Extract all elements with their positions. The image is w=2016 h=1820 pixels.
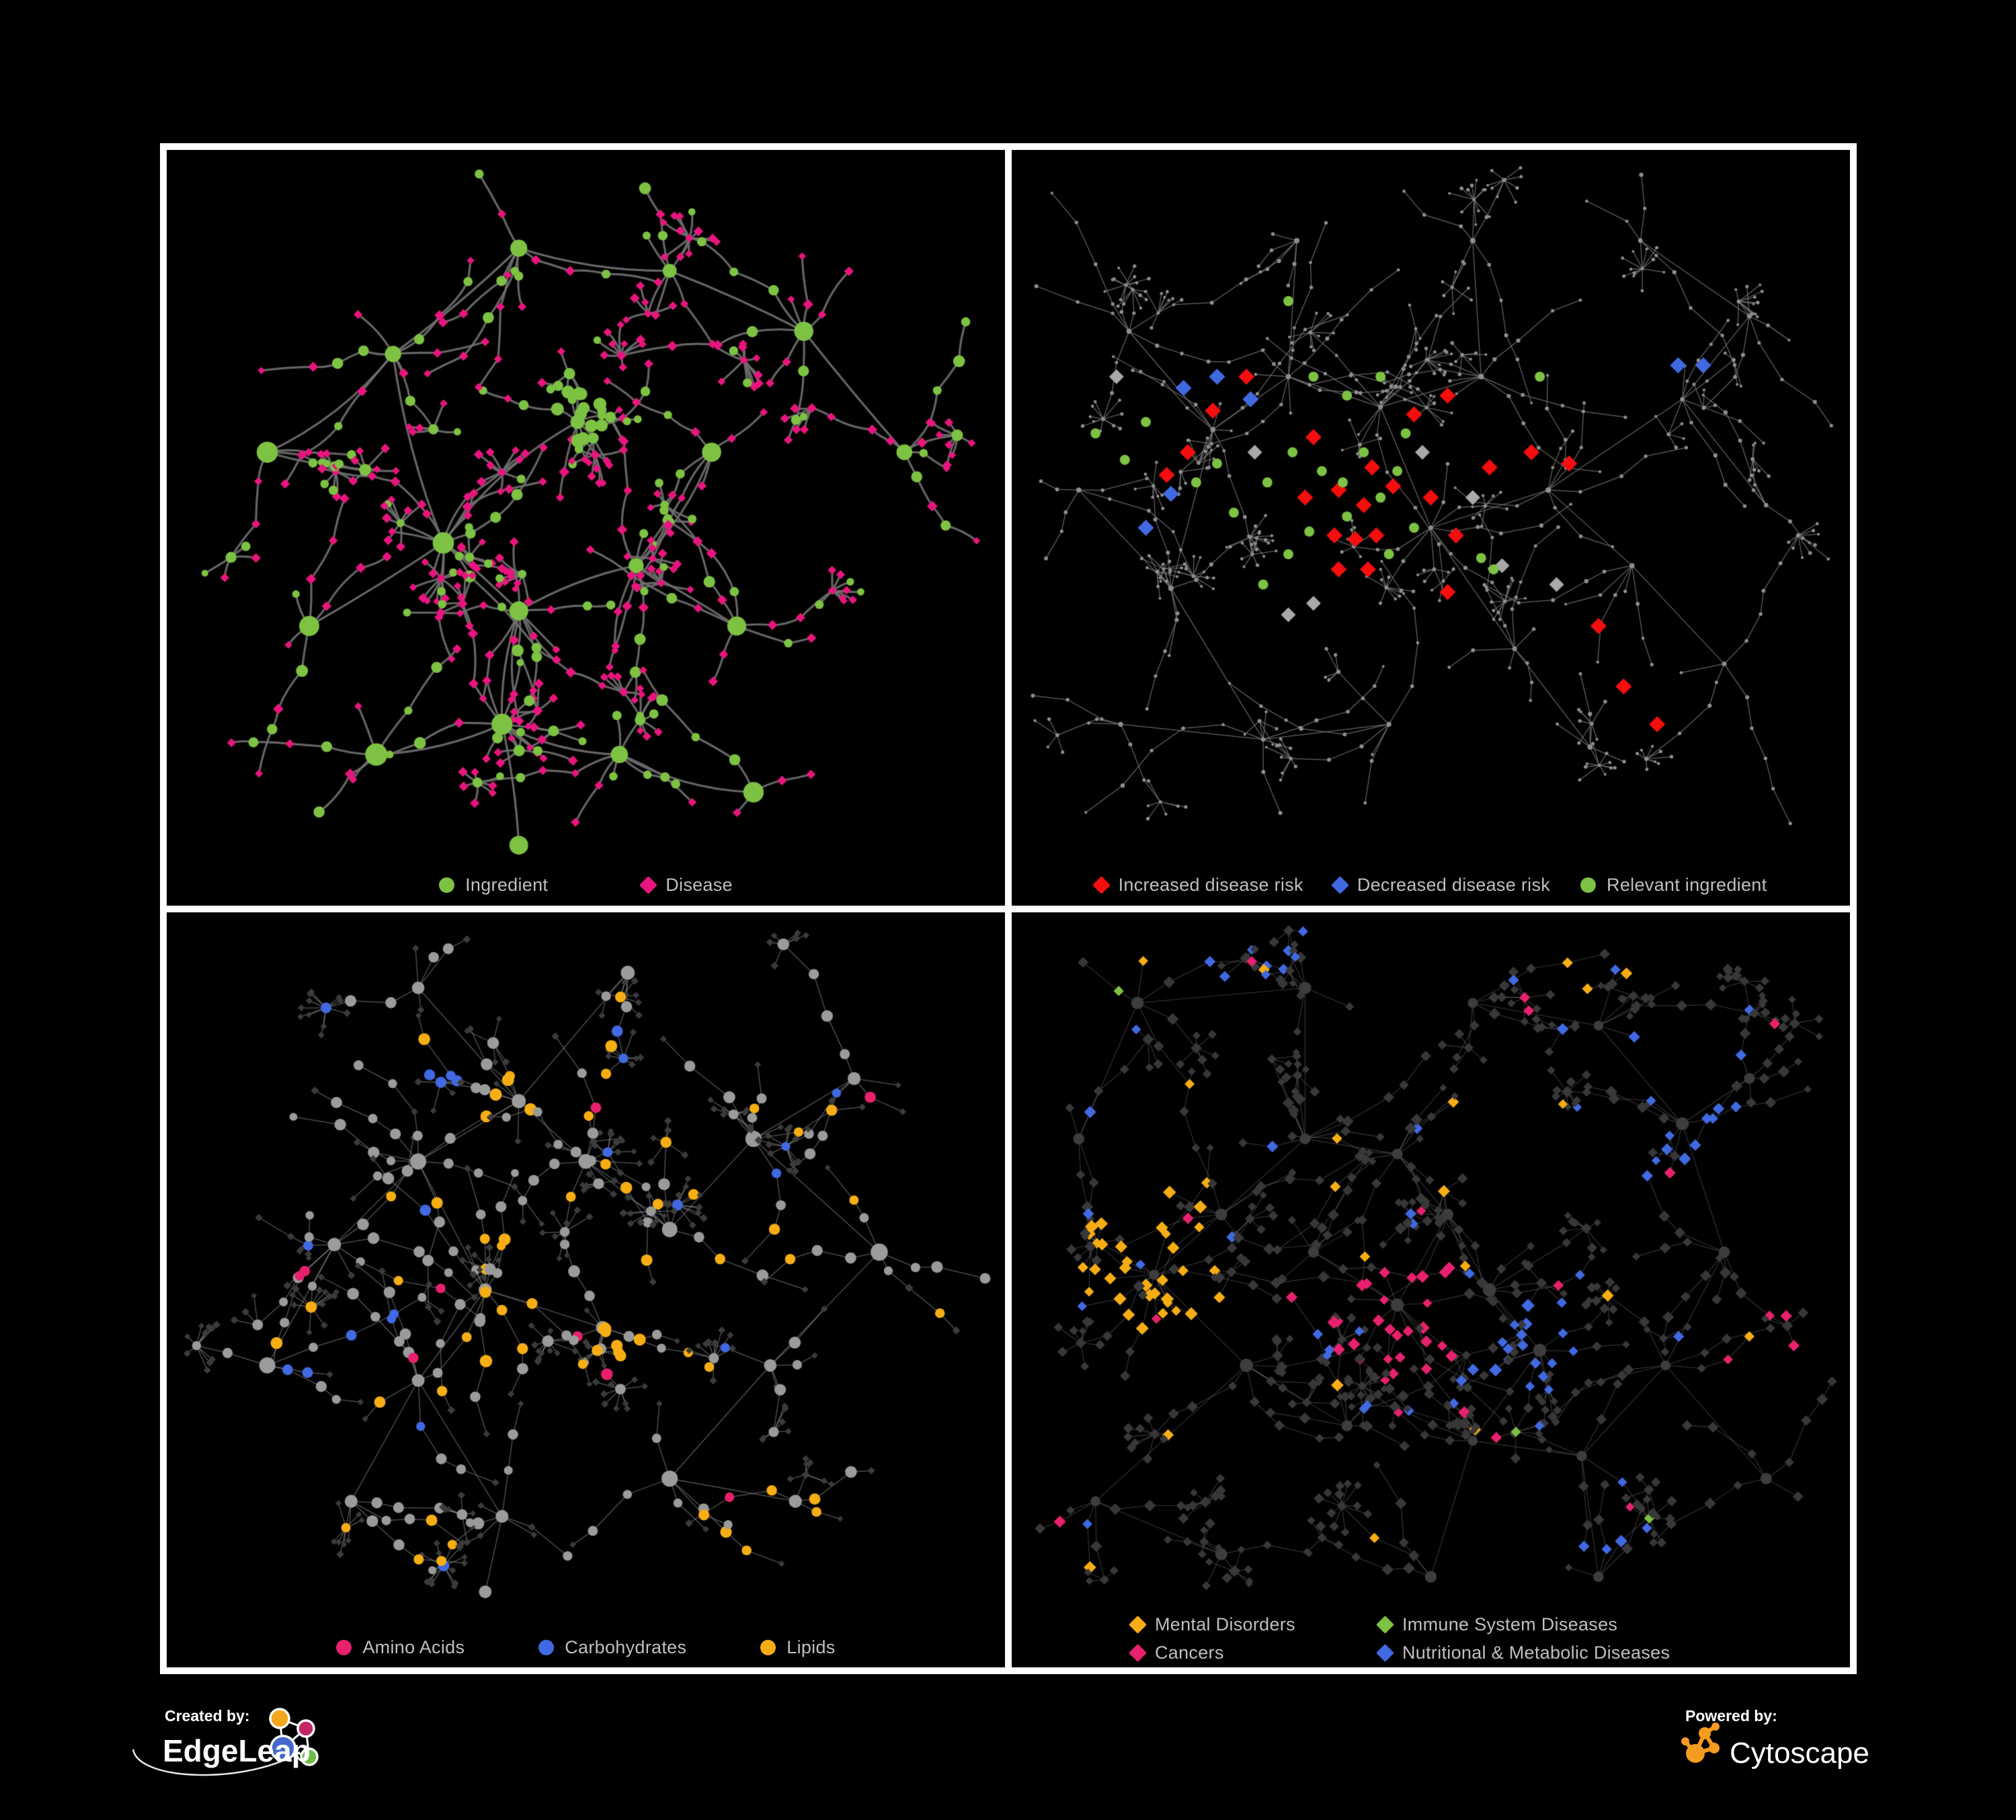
- cytoscape-attribution: Powered by: Cytoscape: [1676, 1701, 1898, 1775]
- panel-ingredient-disease: Ingredient Disease: [167, 150, 1005, 906]
- legend-label: Decreased disease risk: [1357, 875, 1551, 895]
- legend-label: Mental Disorders: [1155, 1614, 1295, 1634]
- legend-item: Lipids: [760, 1636, 836, 1657]
- disease-risk-network-canvas: [1012, 150, 1850, 906]
- decreased-risk-marker-icon: [1330, 876, 1349, 894]
- macronutrient-network-canvas: [167, 912, 1005, 1667]
- edgeleap-blue-node: [270, 1735, 296, 1762]
- legend-label: Relevant ingredient: [1607, 875, 1767, 895]
- edgeleap-logo: Created by: EdgeLeap: [132, 1707, 319, 1776]
- disease-marker-icon: [639, 876, 658, 894]
- legend-item: Carbohydrates: [538, 1636, 687, 1657]
- cytoscape-icon-nodes: [1681, 1723, 1720, 1763]
- panel-grid: Ingredient Disease Increased disease ris…: [160, 143, 1857, 1674]
- carbohydrates-marker-icon: [538, 1639, 555, 1655]
- legend-item: Decreased disease risk: [1330, 875, 1551, 895]
- ingredient-marker-icon: [439, 877, 455, 893]
- cytoscape-logo: Powered by: Cytoscape: [1681, 1707, 1869, 1770]
- legend-label: Carbohydrates: [565, 1636, 687, 1657]
- powered-by-label: Powered by:: [1685, 1707, 1777, 1725]
- panel-macronutrients: Amino Acids Carbohydrates Lipids: [167, 912, 1005, 1667]
- legend-item: Disease: [639, 875, 733, 895]
- legend-disease-risk: Increased disease risk Decreased disease…: [1012, 875, 1850, 895]
- legend-ingredient-disease: Ingredient Disease: [167, 875, 1005, 895]
- legend-item: Amino Acids: [336, 1636, 465, 1657]
- edgeleap-green-node: [300, 1747, 319, 1766]
- amino-acids-marker-icon: [336, 1639, 352, 1655]
- legend-item: Increased disease risk: [1092, 875, 1303, 895]
- legend-label: Nutritional & Metabolic Diseases: [1402, 1642, 1670, 1663]
- legend-disease-categories: Mental Disorders Immune System Diseases …: [1129, 1614, 1670, 1663]
- disease-category-network-canvas: [1012, 912, 1850, 1667]
- legend-item: Mental Disorders: [1129, 1614, 1379, 1634]
- legend-item: Cancers: [1129, 1642, 1379, 1663]
- panel-disease-categories: Mental Disorders Immune System Diseases …: [1012, 912, 1850, 1667]
- nutritional-metabolic-marker-icon: [1376, 1643, 1394, 1662]
- legend-label: Lipids: [787, 1636, 836, 1657]
- legend-item: Relevant ingredient: [1580, 875, 1767, 895]
- edgeleap-orange-node: [269, 1708, 290, 1729]
- edgeleap-attribution: Created by: EdgeLeap: [120, 1694, 456, 1820]
- mental-disorders-marker-icon: [1129, 1615, 1147, 1634]
- lipids-marker-icon: [760, 1639, 776, 1655]
- cancers-marker-icon: [1129, 1643, 1147, 1662]
- increased-risk-marker-icon: [1092, 876, 1111, 894]
- legend-label: Cancers: [1155, 1642, 1224, 1663]
- edgeleap-swoosh: [132, 1749, 300, 1776]
- legend-label: Amino Acids: [362, 1636, 465, 1657]
- relevant-ingredient-marker-icon: [1580, 877, 1597, 893]
- legend-macronutrients: Amino Acids Carbohydrates Lipids: [167, 1636, 1005, 1657]
- legend-label: Ingredient: [465, 875, 549, 895]
- edgeleap-magenta-node: [296, 1719, 315, 1738]
- immune-diseases-marker-icon: [1376, 1615, 1394, 1634]
- legend-label: Disease: [666, 875, 733, 895]
- edgeleap-wordmark: EdgeLeap: [163, 1733, 311, 1768]
- panel-disease-risk: Increased disease risk Decreased disease…: [1012, 150, 1850, 906]
- ingredient-disease-network-canvas: [167, 150, 1005, 906]
- created-by-label: Created by:: [165, 1707, 250, 1725]
- legend-label: Immune System Diseases: [1402, 1614, 1618, 1634]
- legend-item: Ingredient: [439, 875, 549, 895]
- edgeleap-network-nodes: [269, 1708, 319, 1766]
- legend-label: Increased disease risk: [1118, 875, 1303, 895]
- legend-item: Nutritional & Metabolic Diseases: [1376, 1642, 1670, 1663]
- cytoscape-wordmark: Cytoscape: [1730, 1737, 1869, 1770]
- legend-item: Immune System Diseases: [1376, 1614, 1670, 1634]
